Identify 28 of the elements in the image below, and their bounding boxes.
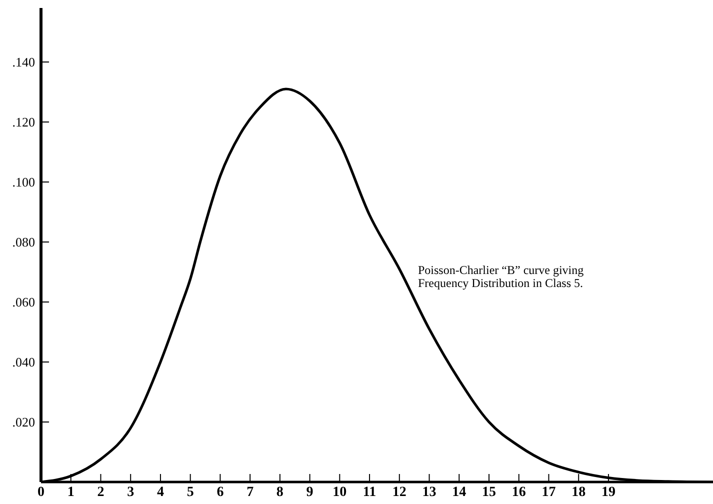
x-tick-label: 16 (512, 484, 526, 500)
x-tick-label: 1 (67, 484, 74, 500)
x-tick-label: 4 (156, 484, 164, 500)
x-tick-label: 5 (186, 484, 194, 500)
x-tick-label: 10 (332, 484, 347, 500)
y-tick-label: .020 (12, 414, 35, 430)
x-tick-label: 0 (38, 484, 44, 500)
y-tick-label: .100 (12, 174, 35, 190)
x-tick-label: 14 (452, 484, 466, 500)
x-tick-label: 8 (276, 484, 284, 500)
x-tick-label: 6 (216, 484, 224, 500)
x-tick-label: 11 (362, 484, 376, 500)
x-tick-label: 7 (246, 484, 254, 500)
y-tick-label: .120 (12, 114, 35, 130)
y-tick-label: .060 (12, 294, 35, 310)
x-tick-label: 17 (542, 484, 556, 500)
x-tick-label: 3 (127, 484, 134, 500)
y-tick-label: .140 (12, 54, 35, 70)
x-tick-label: 15 (482, 484, 496, 500)
x-tick-label: 9 (306, 484, 314, 500)
x-tick-label: 12 (392, 484, 406, 500)
y-tick-label: .040 (12, 354, 35, 370)
y-tick-label: .080 (12, 234, 35, 250)
x-tick-label: 18 (572, 484, 586, 500)
x-tick-label: 2 (97, 484, 104, 500)
x-tick-label: 19 (601, 484, 616, 500)
x-tick-label: 13 (422, 484, 436, 500)
annotation: Poisson-Charlier “B” curve giving Frequency Distribution in Class 5. (418, 263, 584, 290)
